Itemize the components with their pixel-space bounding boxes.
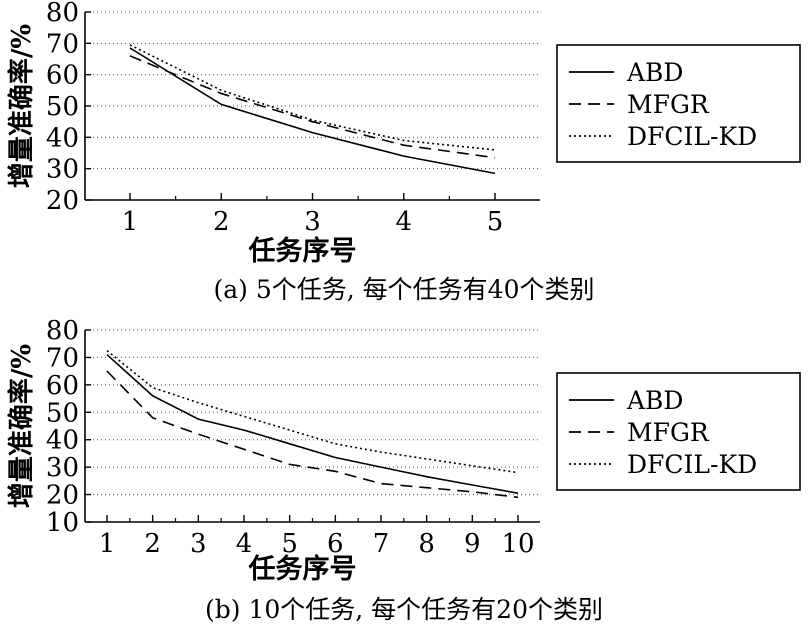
y-tick-label: 30: [46, 155, 79, 185]
y-axis-label: 增量准确率/%: [6, 344, 37, 508]
y-tick-label: 20: [46, 186, 79, 216]
y-tick-label: 10: [46, 508, 79, 538]
y-tick-label: 60: [46, 371, 79, 401]
legend-label-mfgr: MFGR: [627, 90, 710, 119]
series-line-mfgr: [106, 370, 519, 499]
y-tick-label: 40: [46, 123, 79, 153]
y-tick-label: 70: [46, 343, 79, 373]
x-tick-label: 10: [501, 529, 534, 559]
x-tick-label: 3: [190, 529, 207, 559]
y-tick-label: 40: [46, 426, 79, 456]
y-axis-label: 增量准确率/%: [6, 24, 37, 188]
series-line-mfgr: [129, 55, 496, 159]
y-tick-label: 20: [46, 481, 79, 511]
chart-caption: (a) 5个任务, 每个任务有40个类别: [214, 275, 595, 304]
legend-label-abd: ABD: [626, 58, 683, 87]
x-tick-label: 2: [144, 529, 161, 559]
legend-box: [556, 44, 801, 163]
x-tick-label: 8: [418, 529, 435, 559]
x-axis-label: 任务序号: [248, 553, 357, 585]
x-axis-label: 任务序号: [248, 235, 357, 267]
legend-label-dfcil-kd: DFCIL-KD: [627, 450, 757, 479]
x-tick-label: 1: [122, 207, 139, 237]
legend: ABD MFGR DFCIL-KD: [556, 372, 801, 491]
series-line-abd: [129, 47, 496, 175]
x-tick-label: 4: [236, 529, 253, 559]
legend-label-abd: ABD: [626, 386, 683, 415]
y-tick-label: 50: [46, 398, 79, 428]
series-line-dfcil-kd: [106, 349, 519, 474]
legend-label-dfcil-kd: DFCIL-KD: [627, 122, 757, 151]
legend: ABD MFGR DFCIL-KD: [556, 44, 801, 163]
y-tick-label: 30: [46, 453, 79, 483]
y-tick-label: 70: [46, 29, 79, 59]
x-tick-label: 3: [304, 207, 321, 237]
chart-caption: (b) 10个任务, 每个任务有20个类别: [205, 595, 603, 624]
series-line-abd: [106, 354, 519, 494]
x-tick-label: 9: [464, 529, 481, 559]
y-tick-label: 60: [46, 61, 79, 91]
x-tick-label: 6: [327, 529, 344, 559]
legend-label-mfgr: MFGR: [627, 418, 710, 447]
x-tick-label: 7: [373, 529, 390, 559]
x-tick-label: 4: [395, 207, 412, 237]
x-tick-label: 5: [487, 207, 504, 237]
y-tick-label: 80: [46, 316, 79, 346]
x-tick-label: 1: [99, 529, 116, 559]
x-tick-label: 2: [213, 207, 230, 237]
y-tick-label: 80: [46, 0, 79, 28]
x-tick-label: 5: [281, 529, 298, 559]
series-line-dfcil-kd: [129, 44, 496, 151]
y-tick-label: 50: [46, 92, 79, 122]
